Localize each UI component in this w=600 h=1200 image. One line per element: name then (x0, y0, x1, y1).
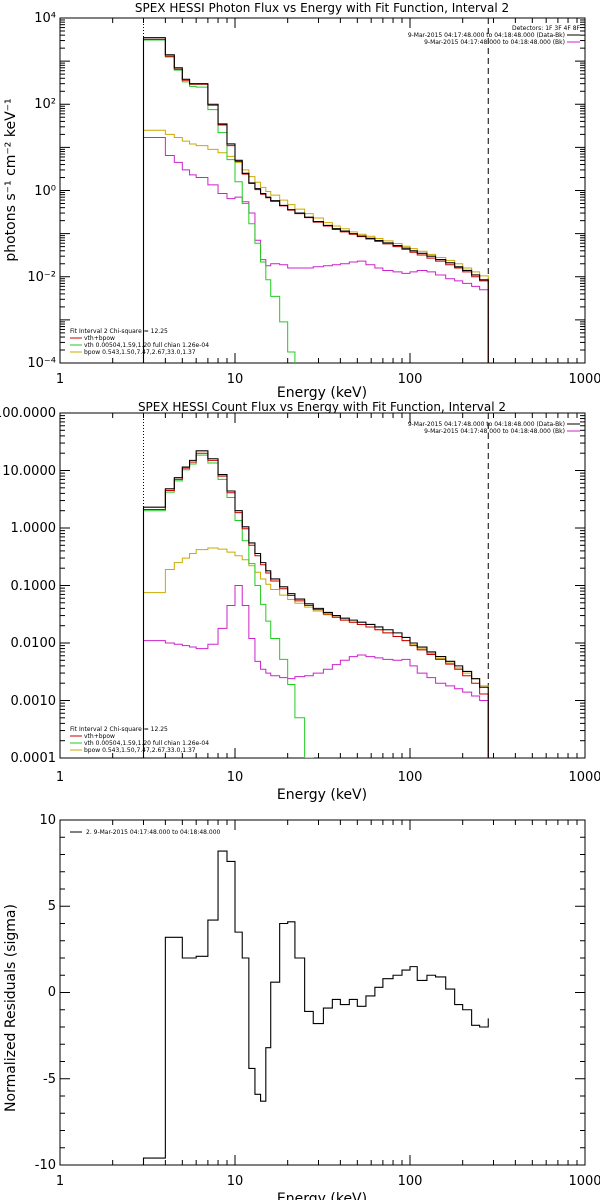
legend-header: Fit Interval 2 Chi-square = 12.25 (70, 726, 168, 733)
x-tick-label: 1 (56, 1174, 64, 1189)
x-tick-labels: 1 10 100 1000 (56, 372, 600, 387)
y-tick-labels: 0.0001 0.0010 0.0100 0.1000 1.0000 10.00… (0, 406, 56, 766)
series-group (142, 18, 489, 363)
y-axis-label: Normalized Residuals (sigma) (3, 904, 19, 1112)
legend-left: Fit Interval 2 Chi-square = 12.25 vth+bp… (70, 726, 209, 754)
legend-entry-data: 9-Mar-2015 04:17:48.000 to 04:18:48.000 … (408, 421, 565, 428)
legend-entry-data: 9-Mar-2015 04:17:48.000 to 04:18:48.000 … (408, 32, 565, 39)
series-total-line (143, 452, 489, 758)
legend-left: Fit Interval 2 Chi-square = 12.25 vth+bp… (70, 328, 209, 356)
y-tick-labels: -10 -5 0 5 10 (35, 813, 56, 1173)
axis-ticks (59, 819, 585, 1166)
x-axis-label: Energy (keV) (277, 787, 367, 803)
x-tick-label: 10 (227, 770, 244, 785)
series-bpow-line (143, 129, 489, 363)
series-bk-line (143, 136, 489, 363)
x-tick-label: 100 (398, 1174, 423, 1189)
legend-entry-bk: 9-Mar-2015 04:17:48.000 to 04:18:48.000 … (424, 39, 565, 46)
y-tick-label: 10⁻² (27, 270, 56, 285)
svg-text:photons s⁻¹ cm⁻² keV⁻¹: photons s⁻¹ cm⁻² keV⁻¹ (3, 98, 19, 261)
count-flux-chart: SPEX HESSI Count Flux vs Energy with Fit… (0, 400, 600, 803)
legend-right: Detectors: 1F 3F 4F 8F 9-Mar-2015 04:17:… (408, 25, 581, 46)
series-total-line (143, 38, 489, 363)
legend-header: Fit Interval 2 Chi-square = 12.25 (70, 328, 168, 335)
chart-title: SPEX HESSI Count Flux vs Energy with Fit… (138, 400, 506, 414)
y-tick-label: 10⁴ (34, 11, 56, 26)
y-tick-label: 10.0000 (2, 464, 56, 479)
x-tick-labels: 1 10 100 1000 (56, 1174, 600, 1189)
legend-entry-bpow: bpow 0.543,1.50,7.47,2.67,33.0,1.37 (84, 747, 196, 754)
legend-entry-bpow: bpow 0.543,1.50,7.47,2.67,33.0,1.37 (84, 349, 196, 356)
series-data-line (142, 37, 489, 363)
legend-detectors: Detectors: 1F 3F 4F 8F (512, 25, 581, 32)
plot-frame (59, 412, 586, 759)
x-tick-label: 10 (227, 372, 244, 387)
y-tick-label: 10 (39, 813, 56, 828)
svg-text:Normalized Residuals (sigma): Normalized Residuals (sigma) (3, 904, 19, 1112)
x-tick-label: 100 (398, 770, 423, 785)
plot-frame (59, 819, 586, 1166)
photon-flux-chart: SPEX HESSI Photon Flux vs Energy with Fi… (3, 1, 600, 400)
series-group (142, 413, 489, 758)
y-tick-label: 10⁻⁴ (27, 356, 56, 371)
y-tick-label: 0.0100 (11, 636, 57, 651)
y-tick-label: 0.0001 (11, 751, 57, 766)
y-tick-label: 0.1000 (11, 579, 57, 594)
y-tick-label: -5 (43, 1072, 56, 1087)
y-tick-label: 10⁰ (34, 184, 56, 199)
y-tick-label: 0 (48, 985, 56, 1000)
axis-ticks (59, 18, 585, 364)
series-group (142, 850, 489, 1165)
x-tick-label: 1 (56, 372, 64, 387)
x-tick-label: 1000 (568, 372, 600, 387)
series-data-line (142, 450, 489, 758)
y-axis-label: photons s⁻¹ cm⁻² keV⁻¹ (3, 98, 19, 261)
series-bk-line (143, 585, 489, 758)
x-tick-label: 1 (56, 770, 64, 785)
y-tick-label: 1.0000 (11, 521, 57, 536)
x-axis-label: Energy (keV) (277, 1191, 367, 1200)
y-tick-label: 100.0000 (0, 406, 56, 421)
series-data-line (142, 850, 489, 1165)
legend-entry-total: vth+bpow (84, 733, 115, 740)
legend-entry-residual: 2. 9-Mar-2015 04:17:48.000 to 04:18:48.0… (86, 829, 221, 836)
chart-title: SPEX HESSI Photon Flux vs Energy with Fi… (135, 1, 509, 15)
y-tick-label: -10 (35, 1158, 56, 1173)
x-tick-label: 1000 (568, 1174, 600, 1189)
legend-right: 9-Mar-2015 04:17:48.000 to 04:18:48.000 … (408, 421, 580, 435)
legend-entry-total: vth+bpow (84, 335, 115, 342)
legend-entry-vth: vth 0.00504,1.59,1.20 full chian 1.26e-0… (84, 740, 209, 747)
y-tick-label: 0.0010 (11, 694, 57, 709)
y-tick-label: 10² (34, 97, 56, 112)
y-tick-labels: 10⁻⁴ 10⁻² 10⁰ 10² 10⁴ (27, 11, 56, 371)
x-tick-label: 10 (227, 1174, 244, 1189)
y-tick-label: 5 (48, 899, 56, 914)
plot-frame (59, 17, 586, 364)
x-axis-label: Energy (keV) (277, 385, 367, 400)
legend: 2. 9-Mar-2015 04:17:48.000 to 04:18:48.0… (70, 829, 221, 836)
x-tick-label: 100 (398, 372, 423, 387)
axis-ticks (59, 413, 585, 759)
legend-entry-vth: vth 0.00504,1.59,1.20 full chian 1.26e-0… (84, 342, 209, 349)
x-tick-labels: 1 10 100 1000 (56, 770, 600, 785)
residuals-chart: Normalized Residuals (sigma) Energy (keV… (3, 813, 600, 1200)
legend-entry-bk: 9-Mar-2015 04:17:48.000 to 04:18:48.000 … (424, 428, 565, 435)
x-tick-label: 1000 (568, 770, 600, 785)
